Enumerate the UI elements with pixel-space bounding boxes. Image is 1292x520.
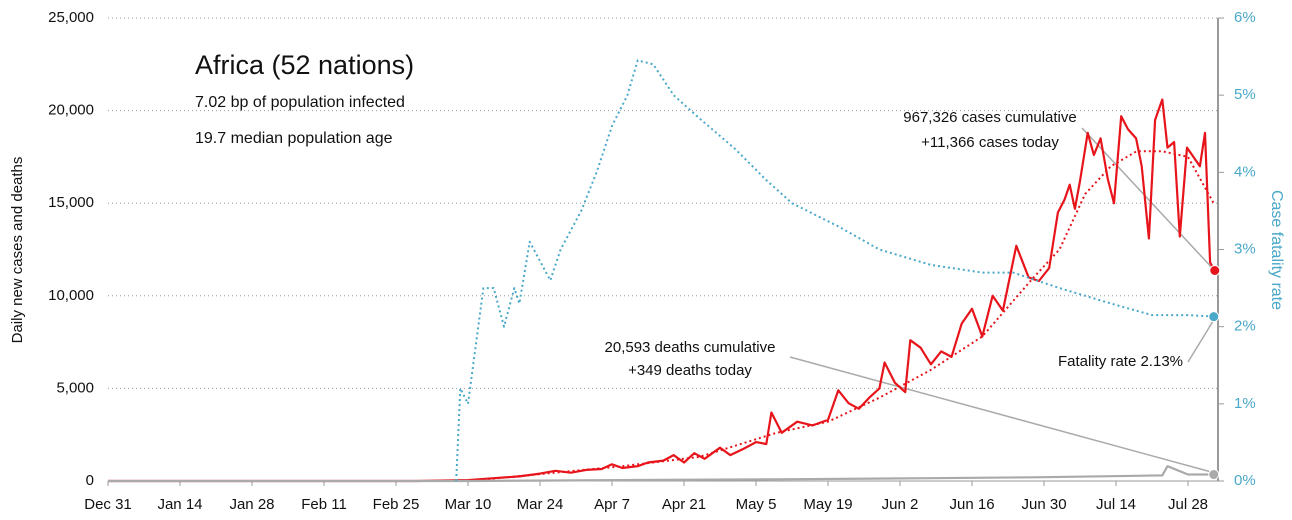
y-tick-label: 5,000 [56,379,94,396]
y-tick-label: 15,000 [48,194,94,211]
annotation: 20,593 deaths cumulative [605,339,776,356]
x-tick-label: Mar 10 [445,496,492,513]
end-point [1208,469,1220,481]
annotation: 967,326 cases cumulative [903,109,1076,126]
x-tick-label: May 19 [803,496,852,513]
x-tick-label: Jun 2 [882,496,919,513]
chart-title: Africa (52 nations) [195,50,414,80]
x-tick-label: Jan 14 [157,496,202,513]
x-tick-label: Dec 31 [84,496,132,513]
end-point [1208,311,1220,323]
x-tick-label: Mar 24 [517,496,564,513]
end-point [1209,265,1221,277]
y-axis-label: Daily new cases and deaths [9,157,26,344]
y2-tick-label: 0% [1234,472,1256,489]
y2-tick-label: 4% [1234,163,1256,180]
subtitle: 19.7 median population age [195,130,393,147]
x-tick-label: Feb 11 [301,496,347,513]
x-tick-label: Jun 16 [950,496,995,513]
series-line [467,150,1215,482]
x-tick-label: Feb 25 [373,496,420,513]
annotation: Fatality rate 2.13% [1058,353,1183,370]
y-tick-label: 25,000 [48,9,94,26]
series-line [108,465,1214,483]
leader-line [1081,127,1216,272]
x-tick-label: Jun 30 [1022,496,1067,513]
series-line [108,98,1216,483]
x-tick-label: Jul 14 [1096,496,1136,513]
annotation: +11,366 cases today [921,134,1059,151]
subtitle: 7.02 bp of population infected [195,94,405,111]
y-tick-label: 20,000 [48,102,94,119]
leader-line [789,356,1216,474]
x-tick-label: Jul 28 [1168,496,1208,513]
y2-tick-label: 1% [1234,395,1256,412]
series-line [455,59,1214,482]
x-tick-label: May 5 [736,496,777,513]
annotation: +349 deaths today [628,362,752,379]
x-tick-label: Jan 28 [229,496,274,513]
y2-tick-label: 2% [1234,318,1256,335]
y-tick-label: 0 [86,472,94,489]
y2-tick-label: 6% [1234,9,1256,26]
y2-axis-label: Case fatality rate [1268,190,1285,310]
x-tick-label: Apr 21 [662,496,706,513]
y2-tick-label: 3% [1234,240,1256,257]
y-tick-label: 10,000 [48,287,94,304]
x-tick-label: Apr 7 [594,496,630,513]
leader-line [1187,317,1216,363]
y2-tick-label: 5% [1234,86,1256,103]
